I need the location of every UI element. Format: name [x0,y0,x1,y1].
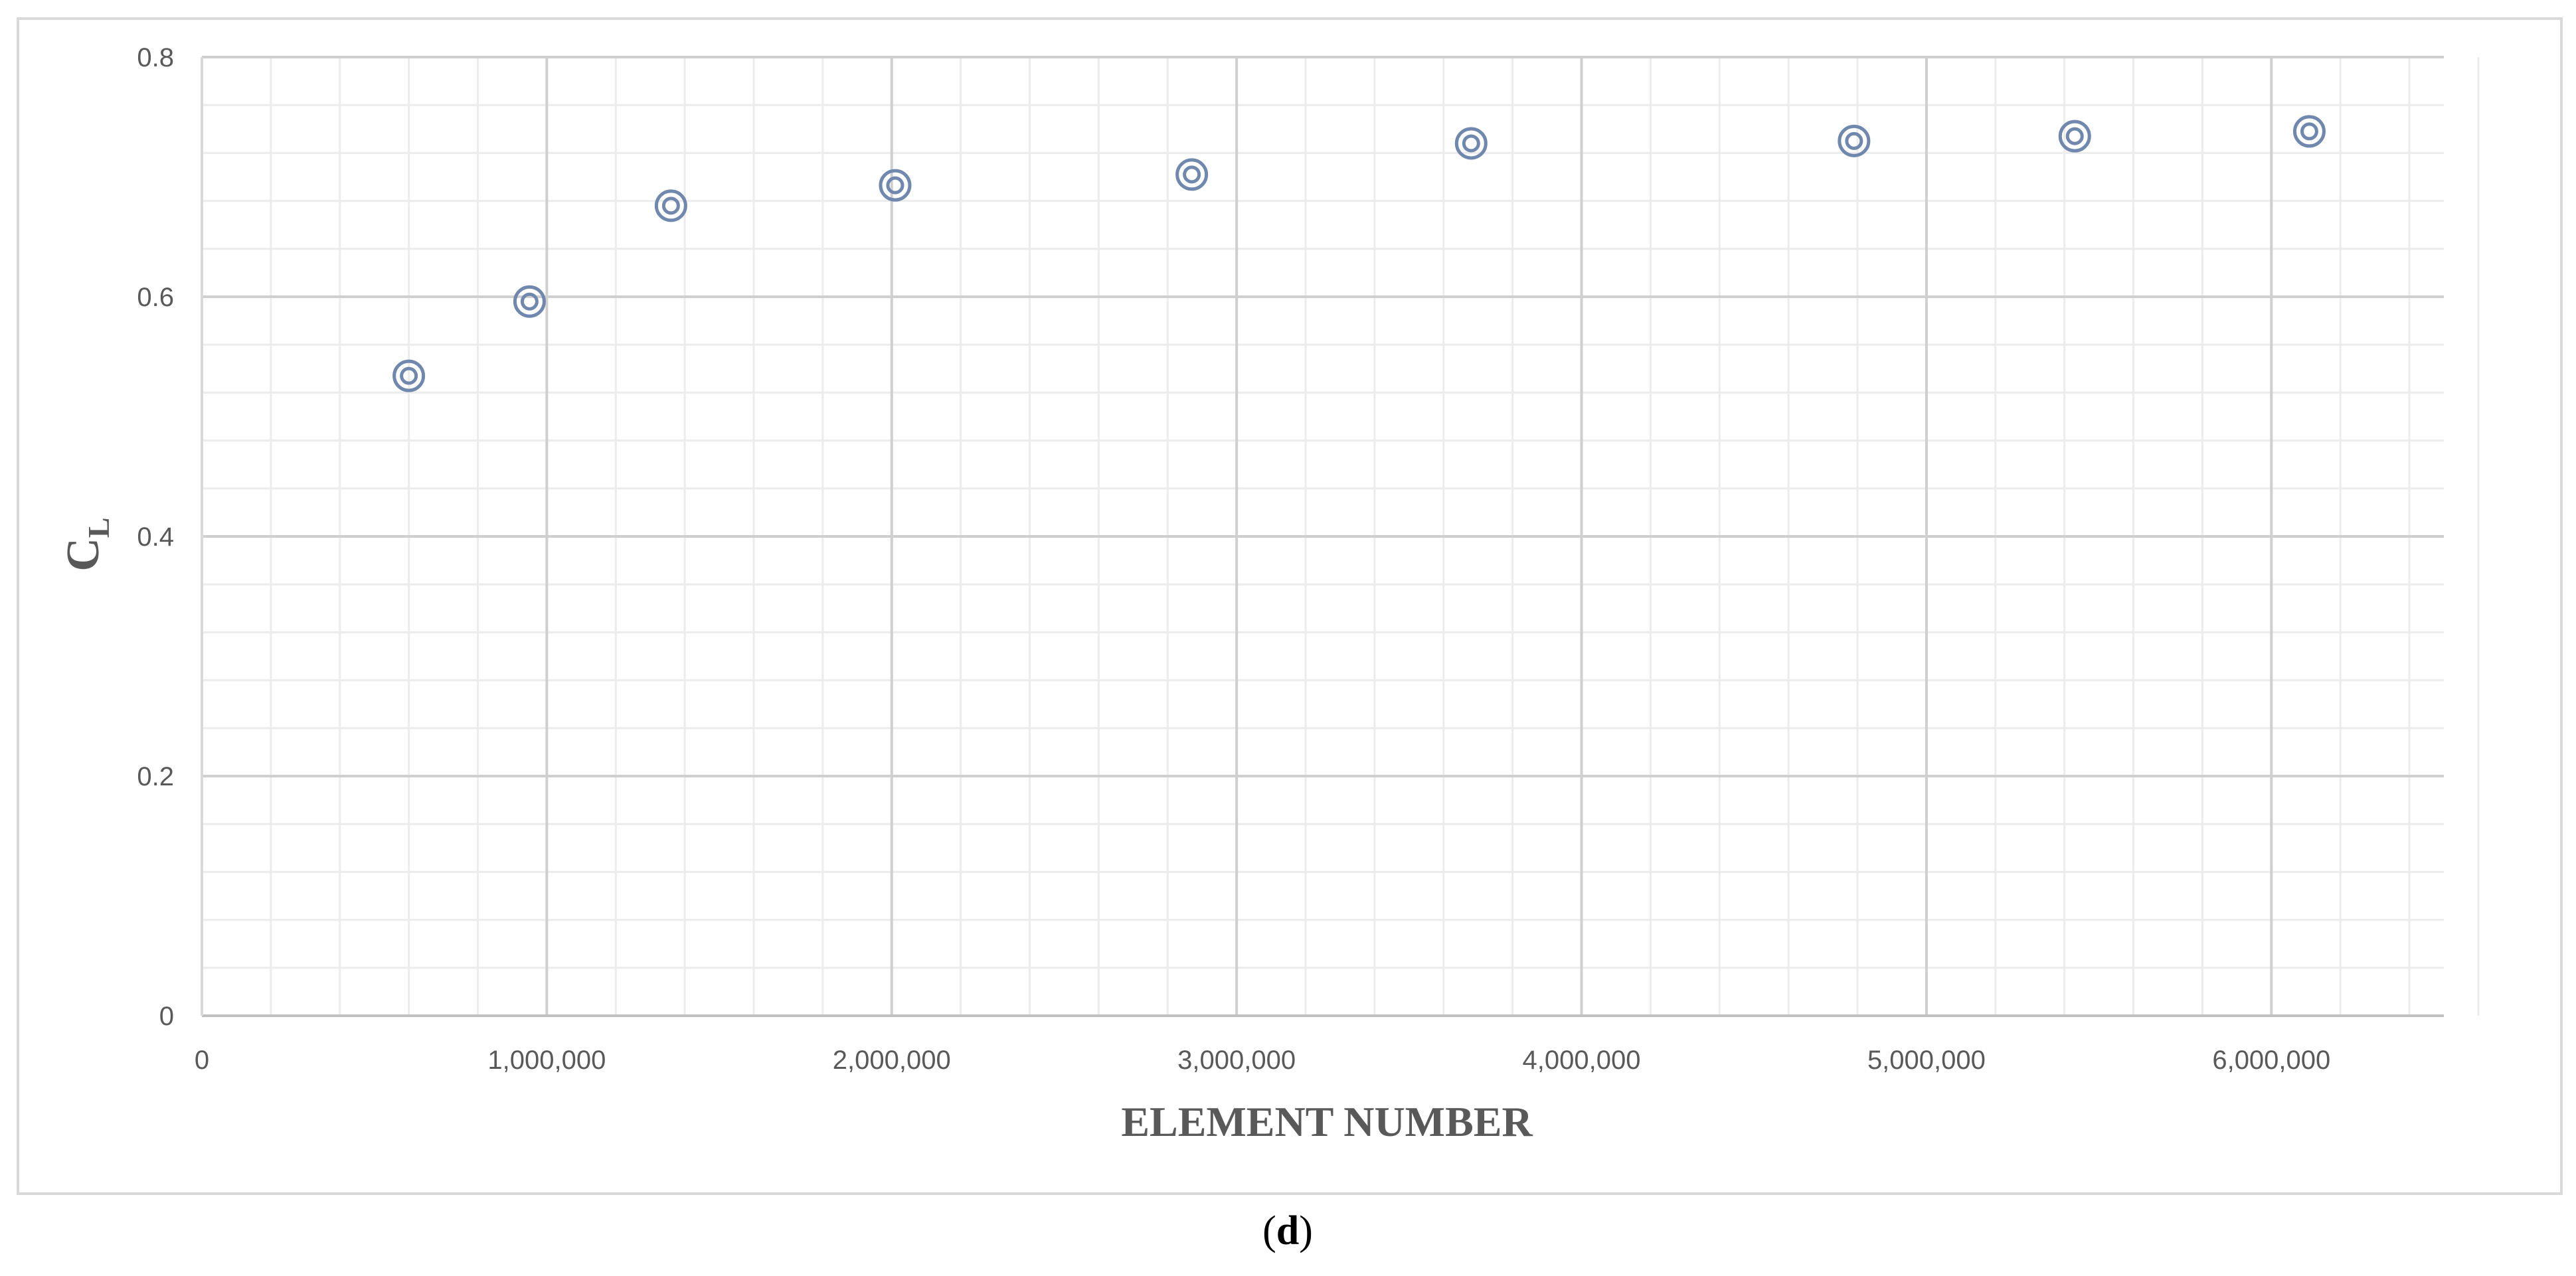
y-axis-title: CL [58,517,116,571]
data-point [1454,127,1488,160]
x-tick-label: 3,000,000 [1177,1046,1296,1075]
x-tick-labels: 0 1,000,000 2,000,000 3,000,000 4,000,000 5,0… [195,1046,2330,1075]
data-points [392,115,2326,392]
chart-border [17,17,2563,1195]
data-point-outer-ring [654,189,687,222]
data-point-outer-ring [1175,158,1209,191]
x-tick-label: 2,000,000 [833,1046,951,1075]
data-point [392,359,426,392]
y-tick-label: 0.6 [137,283,174,312]
data-point [654,189,687,222]
x-axis-title: ELEMENT NUMBER [1121,1098,1533,1145]
axis-lines [201,57,2444,1017]
y-tick-label: 0 [159,1002,174,1031]
x-tick-label: 1,000,000 [487,1046,606,1075]
data-point-outer-ring [1838,124,1871,157]
caption-open-paren: ( [1262,1208,1276,1253]
y-tick-label: 0.2 [137,762,174,791]
x-tick-label: 6,000,000 [2212,1046,2330,1075]
data-point-inner-ring [1462,134,1480,153]
data-point [2292,115,2326,148]
x-tick-label: 0 [195,1046,209,1075]
data-point [1175,158,1209,191]
x-tick-label: 4,000,000 [1523,1046,1641,1075]
data-point [2058,120,2091,153]
y-tick-labels: 0 0.2 0.4 0.6 0.8 [137,43,174,1031]
y-tick-label: 0.4 [137,522,174,552]
data-point-outer-ring [2292,115,2326,148]
data-point-outer-ring [2058,120,2091,153]
y-tick-label: 0.8 [137,43,174,72]
data-point-outer-ring [392,359,426,392]
data-point-inner-ring [1183,165,1201,184]
data-point-inner-ring [400,366,418,385]
x-tick-label: 5,000,000 [1867,1046,1986,1075]
figure-caption: (d) [1262,1208,1313,1253]
data-point-inner-ring [661,197,680,215]
data-point-inner-ring [520,292,539,311]
data-point-outer-ring [879,169,912,202]
data-point-outer-ring [513,285,546,318]
y-axis-title-subscript: L [82,517,116,538]
data-point [513,285,546,318]
data-point [879,169,912,202]
caption-close-paren: ) [1299,1208,1313,1253]
data-point-inner-ring [2300,122,2318,141]
y-axis-title-main: C [58,538,109,572]
data-point-outer-ring [1454,127,1488,160]
major-grid [202,56,2444,1016]
data-point-inner-ring [2065,127,2084,145]
data-point [1838,124,1871,157]
data-point-inner-ring [1845,131,1863,150]
caption-letter: d [1276,1208,1299,1253]
data-point-inner-ring [886,176,904,195]
